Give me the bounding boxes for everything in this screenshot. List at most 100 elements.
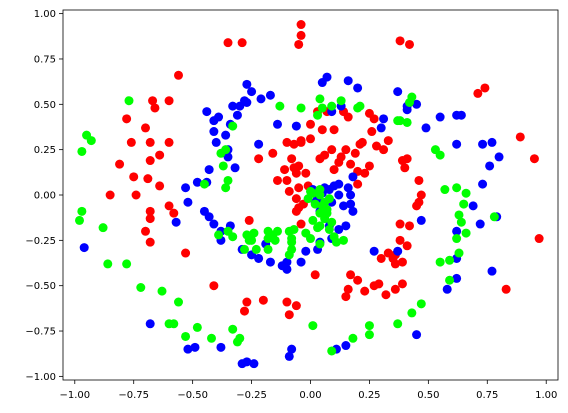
data-point (86, 136, 96, 146)
data-point (315, 221, 325, 231)
data-point (405, 221, 414, 231)
data-point (150, 103, 160, 113)
data-point (209, 127, 219, 137)
x-tick-label: −0.75 (118, 390, 149, 401)
data-point (348, 172, 358, 182)
data-point (145, 156, 155, 166)
data-point (221, 130, 231, 140)
data-point (383, 248, 393, 258)
data-point (230, 163, 240, 173)
data-point (346, 270, 356, 280)
data-point (174, 297, 183, 307)
data-point (129, 172, 139, 182)
data-point (145, 319, 155, 329)
points-layer (75, 20, 544, 369)
data-point (405, 39, 414, 49)
data-point (324, 224, 334, 234)
data-point (310, 199, 320, 209)
data-point (247, 87, 257, 97)
data-point (489, 212, 499, 222)
data-point (376, 123, 386, 133)
data-point (412, 330, 422, 340)
data-point (452, 139, 462, 149)
y-tick-label: 0.25 (34, 145, 56, 156)
data-point (393, 319, 403, 329)
data-point (478, 179, 488, 189)
data-point (183, 344, 193, 354)
data-point (379, 114, 389, 124)
data-point (381, 290, 391, 300)
x-tick-label: 0.50 (417, 390, 439, 401)
data-point (416, 190, 426, 200)
data-point (412, 99, 422, 109)
y-tick-label: 0.75 (34, 54, 56, 65)
data-point (435, 150, 445, 160)
data-point (122, 259, 132, 269)
data-point (145, 206, 155, 216)
data-point (336, 96, 346, 106)
data-point (240, 244, 249, 254)
data-point (228, 232, 238, 242)
data-point (329, 165, 339, 175)
data-point (209, 116, 219, 126)
data-point (122, 114, 132, 124)
data-point (327, 145, 337, 155)
data-point (397, 279, 407, 289)
data-point (291, 206, 301, 216)
data-point (341, 341, 351, 351)
data-point (155, 150, 165, 160)
data-point (456, 217, 466, 227)
data-point (360, 286, 370, 296)
data-point (223, 175, 233, 185)
data-point (282, 264, 292, 274)
data-point (364, 321, 374, 331)
data-point (265, 257, 275, 267)
data-point (473, 88, 483, 98)
data-point (353, 83, 363, 93)
data-point (364, 161, 374, 171)
data-point (390, 284, 400, 294)
data-point (301, 246, 311, 256)
data-point (367, 127, 377, 137)
data-point (289, 224, 299, 234)
data-point (296, 103, 306, 113)
data-point (402, 117, 412, 127)
data-point (105, 190, 115, 200)
data-point (320, 150, 330, 160)
data-point (452, 183, 462, 193)
data-point (249, 359, 259, 369)
data-point (190, 342, 200, 352)
data-point (402, 241, 412, 251)
data-point (244, 215, 254, 225)
data-point (296, 136, 306, 146)
data-point (282, 137, 292, 147)
y-tick-label: −0.50 (25, 281, 56, 292)
data-point (242, 98, 252, 107)
data-point (164, 201, 174, 211)
data-point (376, 253, 386, 263)
data-point (343, 284, 353, 294)
data-point (475, 219, 485, 229)
data-point (315, 239, 325, 249)
data-point (169, 208, 179, 218)
data-point (334, 224, 344, 234)
data-point (282, 175, 292, 185)
y-tick-label: −0.25 (25, 236, 56, 247)
data-point (395, 116, 405, 126)
data-point (445, 275, 455, 285)
data-point (204, 165, 214, 175)
data-point (348, 206, 358, 216)
data-point (317, 78, 327, 88)
data-point (192, 322, 202, 332)
data-point (442, 284, 452, 294)
data-point (461, 228, 471, 238)
data-point (343, 183, 353, 193)
data-point (103, 259, 113, 269)
data-point (291, 194, 301, 204)
data-point (174, 70, 183, 80)
data-point (400, 163, 410, 173)
data-point (273, 119, 282, 129)
data-point (228, 121, 238, 131)
y-tick-label: 1.00 (34, 9, 56, 20)
data-point (254, 154, 264, 164)
